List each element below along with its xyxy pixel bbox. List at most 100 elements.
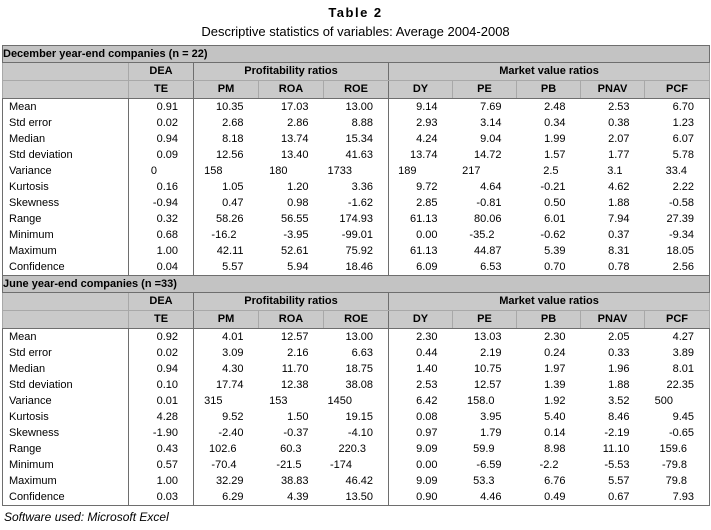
- data-cell: 12.57: [473, 379, 502, 391]
- column-header-pe: PE: [452, 310, 517, 329]
- data-cell: 4.64: [480, 181, 502, 193]
- statistics-table: December year-end companies (n = 22) DEA…: [1, 45, 711, 506]
- data-cell: 4.01: [222, 331, 244, 343]
- table-row: Kurtosis 4.28 9.52 1.50 19.15 0.08 3.95 5.40 8.4…: [2, 409, 710, 425]
- column-header-pe: PE: [452, 80, 517, 99]
- profitability-group-header: Profitability ratios: [193, 62, 389, 81]
- row-label: Skewness: [2, 425, 129, 441]
- data-cell: 2.30: [544, 331, 566, 343]
- row-label: Minimum: [2, 457, 129, 473]
- data-cell: 5.57: [222, 261, 244, 273]
- data-cell: 0.97: [416, 427, 438, 439]
- data-cell: 0.34: [544, 117, 566, 129]
- data-cell: 6.76: [544, 475, 566, 487]
- data-cell: 0: [128, 163, 194, 179]
- data-cell: -1.90: [128, 425, 194, 441]
- data-cell: 8.01: [672, 363, 695, 375]
- data-cell: 0.49: [544, 491, 566, 503]
- section-header-june: June year-end companies (n =33): [1, 275, 711, 293]
- data-cell: 0.33: [608, 347, 630, 359]
- row-label: Kurtosis: [2, 409, 129, 425]
- data-cell: 1.88: [608, 379, 630, 391]
- data-cell: 0.94: [128, 131, 194, 147]
- table-row: Minimum 0.57 -70.4 -21.5 -174 0.00 -6.59 -2.2 -5…: [2, 457, 710, 473]
- data-cell: 1.77: [608, 149, 630, 161]
- column-header-dy: DY: [388, 80, 453, 99]
- row-label: Mean: [2, 98, 129, 115]
- data-cell: 3.09: [222, 347, 244, 359]
- data-cell: 7.69: [480, 101, 502, 113]
- data-cell: 13.00: [323, 98, 389, 115]
- column-header-pcf: PCF: [643, 310, 711, 329]
- data-cell: 33.4: [665, 165, 688, 177]
- data-cell: 6.07: [672, 133, 695, 145]
- row-label: Mean: [2, 328, 129, 345]
- data-cell: 5.57: [608, 475, 630, 487]
- data-cell: 17.03: [280, 101, 309, 113]
- data-cell: 2.22: [672, 181, 695, 193]
- data-cell: -0.62: [540, 229, 566, 241]
- corner-cell: [2, 62, 129, 81]
- data-cell: 0.50: [544, 197, 566, 209]
- data-cell: 0.90: [416, 491, 438, 503]
- data-cell: 12.57: [280, 331, 309, 343]
- table-row: Median 0.94 8.18 13.74 15.34 4.24 9.04 1.99 2.07…: [2, 131, 710, 147]
- column-header-pm: PM: [193, 80, 259, 99]
- data-cell: 2.56: [672, 261, 695, 273]
- data-cell: 7.94: [608, 213, 630, 225]
- data-cell: -21.5: [276, 459, 302, 471]
- data-cell: 15.34: [323, 131, 389, 147]
- table-row: Std deviation 0.10 17.74 12.38 38.08 2.53 12.5…: [2, 377, 710, 393]
- data-cell: -4.10: [323, 425, 389, 441]
- data-cell: 1.92: [544, 395, 566, 407]
- column-header-pb: PB: [516, 80, 581, 99]
- row-label: Median: [2, 361, 129, 377]
- section-header-december: December year-end companies (n = 22): [1, 45, 711, 63]
- data-cell: 9.09: [416, 443, 438, 455]
- data-cell: 5.40: [544, 411, 566, 423]
- market-group-header: Market value ratios: [387, 292, 711, 311]
- corner-cell: [2, 310, 129, 329]
- data-cell: 6.53: [480, 261, 502, 273]
- data-cell: 180: [269, 165, 288, 177]
- row-label: Range: [2, 441, 129, 457]
- data-cell: -70.4: [211, 459, 237, 471]
- data-cell: 8.46: [608, 411, 630, 423]
- data-cell: 0.00: [416, 229, 438, 241]
- data-cell: 2.85: [416, 197, 438, 209]
- data-cell: 5.94: [287, 261, 309, 273]
- data-cell: 9.72: [416, 181, 438, 193]
- data-cell: 17.74: [215, 379, 244, 391]
- data-cell: 0.43: [128, 441, 194, 457]
- data-cell: 18.75: [323, 361, 389, 377]
- data-cell: -35.2: [469, 229, 495, 241]
- data-cell: 6.63: [323, 345, 389, 361]
- data-cell: 0.00: [416, 459, 438, 471]
- row-label: Range: [2, 211, 129, 227]
- row-label: Kurtosis: [2, 179, 129, 195]
- table-row: Maximum 1.00 42.11 52.61 75.92 61.13 44.87 5.39…: [2, 243, 710, 259]
- table-row: Maximum 1.00 32.29 38.83 46.42 9.09 53.3 6.76 5.…: [2, 473, 710, 489]
- data-cell: 9.52: [222, 411, 244, 423]
- data-cell: 220.3: [323, 441, 389, 457]
- data-cell: 14.72: [473, 149, 502, 161]
- data-cell: 0.02: [128, 345, 194, 361]
- data-cell: 9.04: [480, 133, 502, 145]
- column-header-te: TE: [128, 80, 194, 99]
- data-cell: 0.91: [128, 98, 194, 115]
- data-cell: 0.98: [287, 197, 309, 209]
- data-cell: 61.13: [409, 213, 438, 225]
- data-cell: -79.8: [661, 459, 688, 471]
- data-cell: 6.01: [544, 213, 566, 225]
- row-label: Maximum: [2, 243, 129, 259]
- column-header-roa: ROA: [258, 310, 324, 329]
- data-cell: 0.47: [222, 197, 244, 209]
- row-label: Variance: [2, 163, 129, 179]
- data-cell: 5.39: [544, 245, 566, 257]
- data-cell: 1.97: [544, 363, 566, 375]
- data-cell: 10.35: [215, 101, 244, 113]
- data-cell: 0.14: [544, 427, 566, 439]
- row-label: Maximum: [2, 473, 129, 489]
- data-cell: 2.68: [222, 117, 244, 129]
